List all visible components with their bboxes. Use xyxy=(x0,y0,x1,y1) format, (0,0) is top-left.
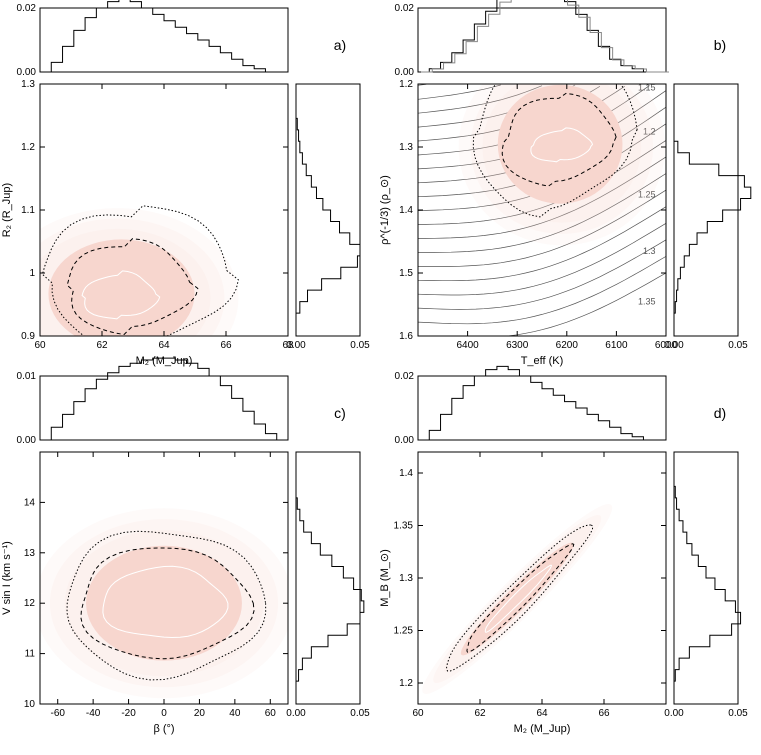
svg-text:0.00: 0.00 xyxy=(17,435,37,446)
svg-text:1.35: 1.35 xyxy=(394,521,414,532)
svg-text:c): c) xyxy=(334,405,346,421)
svg-text:ρ^(-1/3) (ρ_⊙): ρ^(-1/3) (ρ_⊙) xyxy=(379,175,391,245)
svg-text:d): d) xyxy=(714,405,726,421)
svg-text:12: 12 xyxy=(24,598,36,609)
svg-text:T_eff (K): T_eff (K) xyxy=(521,355,564,367)
svg-text:0.01: 0.01 xyxy=(17,371,37,382)
svg-text:13: 13 xyxy=(24,548,36,559)
svg-text:60: 60 xyxy=(34,340,46,351)
svg-text:1.1: 1.1 xyxy=(21,205,35,216)
svg-text:10: 10 xyxy=(24,699,36,710)
svg-text:1.5: 1.5 xyxy=(399,268,413,279)
svg-text:6400: 6400 xyxy=(456,340,479,351)
svg-text:1.25: 1.25 xyxy=(394,626,414,637)
svg-text:0.05: 0.05 xyxy=(728,340,748,351)
svg-text:0.02: 0.02 xyxy=(395,371,415,382)
svg-text:0.02: 0.02 xyxy=(395,3,415,14)
svg-text:0.00: 0.00 xyxy=(395,435,415,446)
svg-text:a): a) xyxy=(334,37,346,53)
svg-text:1.3: 1.3 xyxy=(399,573,413,584)
svg-text:64: 64 xyxy=(158,340,170,351)
svg-text:60: 60 xyxy=(412,708,424,719)
svg-text:0.00: 0.00 xyxy=(17,67,37,78)
svg-text:62: 62 xyxy=(474,708,486,719)
svg-text:-20: -20 xyxy=(121,708,136,719)
svg-text:1.4: 1.4 xyxy=(399,468,413,479)
svg-text:6300: 6300 xyxy=(506,340,529,351)
svg-text:14: 14 xyxy=(24,497,36,508)
svg-text:b): b) xyxy=(714,37,726,53)
svg-text:0.00: 0.00 xyxy=(664,340,684,351)
svg-text:V sin I (km s⁻¹): V sin I (km s⁻¹) xyxy=(1,541,13,615)
svg-text:0.05: 0.05 xyxy=(350,340,370,351)
svg-text:β (°): β (°) xyxy=(153,723,174,735)
svg-text:0.9: 0.9 xyxy=(21,331,35,342)
svg-text:1.2: 1.2 xyxy=(21,142,35,153)
svg-text:64: 64 xyxy=(536,708,548,719)
svg-text:20: 20 xyxy=(194,708,206,719)
svg-text:6100: 6100 xyxy=(605,340,628,351)
svg-text:66: 66 xyxy=(220,340,232,351)
svg-text:M₂ (M_Jup): M₂ (M_Jup) xyxy=(514,723,571,735)
svg-text:0.02: 0.02 xyxy=(17,3,37,14)
svg-text:0.00: 0.00 xyxy=(664,708,684,719)
panel-b: 1.351.31.251.21.15640063006200610060001.… xyxy=(379,0,751,367)
svg-text:11: 11 xyxy=(25,649,36,660)
svg-text:60: 60 xyxy=(265,708,277,719)
svg-text:1.4: 1.4 xyxy=(399,205,413,216)
panel-c: -60 -40 -20 0 20 40 60 10 11 12 13 14 β (°) V sin I (… xyxy=(1,358,370,735)
svg-text:-40: -40 xyxy=(86,708,101,719)
svg-text:62: 62 xyxy=(96,340,108,351)
svg-text:M₂ (M_Jup): M₂ (M_Jup) xyxy=(136,355,193,367)
panel-a: 60626466680.911.11.21.3M₂ (M_Jup)R₂ (R_J… xyxy=(0,0,370,388)
svg-text:1.3: 1.3 xyxy=(643,246,656,256)
svg-text:1: 1 xyxy=(29,268,35,279)
svg-text:0.05: 0.05 xyxy=(728,708,748,719)
svg-text:1.3: 1.3 xyxy=(21,79,35,90)
svg-text:R₂ (R_Jup): R₂ (R_Jup) xyxy=(1,183,13,237)
svg-text:0.05: 0.05 xyxy=(350,708,370,719)
svg-text:1.2: 1.2 xyxy=(399,79,413,90)
svg-text:0.00: 0.00 xyxy=(395,67,415,78)
svg-text:0: 0 xyxy=(161,708,167,719)
svg-text:M_B (M_⊙): M_B (M_⊙) xyxy=(379,549,391,607)
svg-text:1.6: 1.6 xyxy=(399,331,413,342)
svg-text:0.00: 0.00 xyxy=(286,340,306,351)
svg-text:6200: 6200 xyxy=(556,340,579,351)
svg-text:-60: -60 xyxy=(50,708,65,719)
svg-text:1.2: 1.2 xyxy=(399,678,413,689)
svg-text:40: 40 xyxy=(229,708,241,719)
svg-text:0.00: 0.00 xyxy=(286,708,306,719)
svg-text:1.3: 1.3 xyxy=(399,142,413,153)
svg-text:1.35: 1.35 xyxy=(638,297,656,307)
panel-d: 60 62 64 66 1.2 1.25 1.3 1.35 1.4 M₂ (M_Jup) M_B (… xyxy=(379,366,748,735)
svg-text:66: 66 xyxy=(598,708,610,719)
